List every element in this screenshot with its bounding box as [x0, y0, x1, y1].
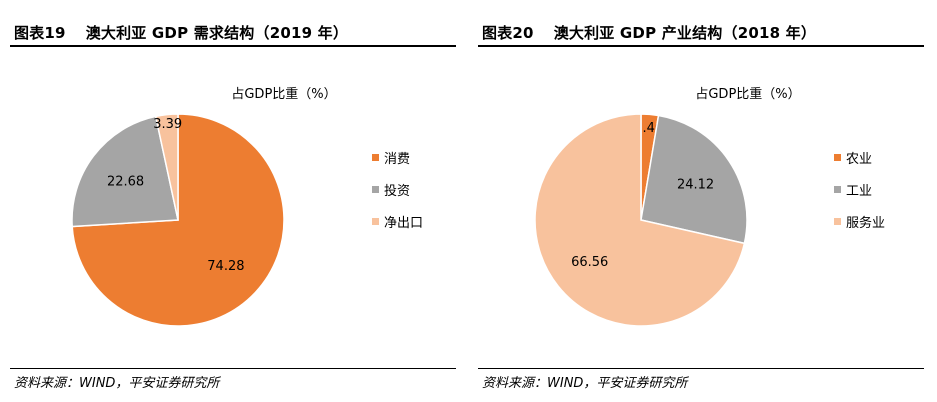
pie-slice: [71, 115, 179, 228]
data-label: 3.39: [153, 117, 182, 132]
figure-20-panel: 图表20 澳大利亚 GDP 产业结构（2018 年） 占GDP比重（%） 2.46 2…: [478, 0, 924, 402]
source-note: 资料来源：WIND，平安证券研究所: [482, 376, 688, 391]
figure-title: 图表20 澳大利亚 GDP 产业结构（2018 年）: [482, 22, 816, 43]
legend-swatch: [834, 154, 841, 161]
legend-swatch: [834, 218, 841, 225]
data-label: 66.56: [571, 255, 608, 270]
legend-label: 服务业: [846, 215, 885, 231]
pie-slice: [154, 113, 179, 221]
legend-label: 投资: [384, 183, 410, 199]
legend-swatch: [372, 218, 379, 225]
source-note: 资料来源：WIND，平安证券研究所: [14, 376, 220, 391]
data-label: 74.28: [207, 259, 244, 274]
title-rule: [10, 45, 456, 47]
figure-19-panel: 图表19 澳大利亚 GDP 需求结构（2019 年） 占GDP比重（%） 74.28…: [10, 0, 456, 402]
source-rule: [478, 368, 924, 369]
legend-label: 净出口: [384, 216, 423, 231]
legend-label: 工业: [846, 184, 872, 199]
chart-title: 占GDP比重（%）: [231, 86, 336, 102]
legend-swatch: [372, 154, 379, 161]
legend-label: 农业: [846, 152, 872, 167]
data-label: 24.12: [677, 177, 714, 192]
figure-title-text: 澳大利亚 GDP 产业结构（2018 年）: [553, 24, 817, 42]
data-label: 22.68: [107, 174, 144, 189]
pie-slice: [640, 114, 748, 245]
source-rule: [10, 368, 456, 369]
legend-swatch: [834, 186, 841, 193]
legend-label: 消费: [384, 152, 410, 167]
figure-title: 图表19 澳大利亚 GDP 需求结构（2019 年）: [14, 22, 348, 43]
legend-swatch: [372, 186, 379, 193]
title-rule: [478, 45, 924, 47]
pie-slice: [534, 113, 746, 327]
figure-number: 图表19: [14, 24, 66, 42]
chart-title: 占GDP比重（%）: [695, 86, 800, 102]
figure-title-text: 澳大利亚 GDP 需求结构（2019 年）: [85, 24, 349, 42]
figure-number: 图表20: [482, 24, 534, 42]
